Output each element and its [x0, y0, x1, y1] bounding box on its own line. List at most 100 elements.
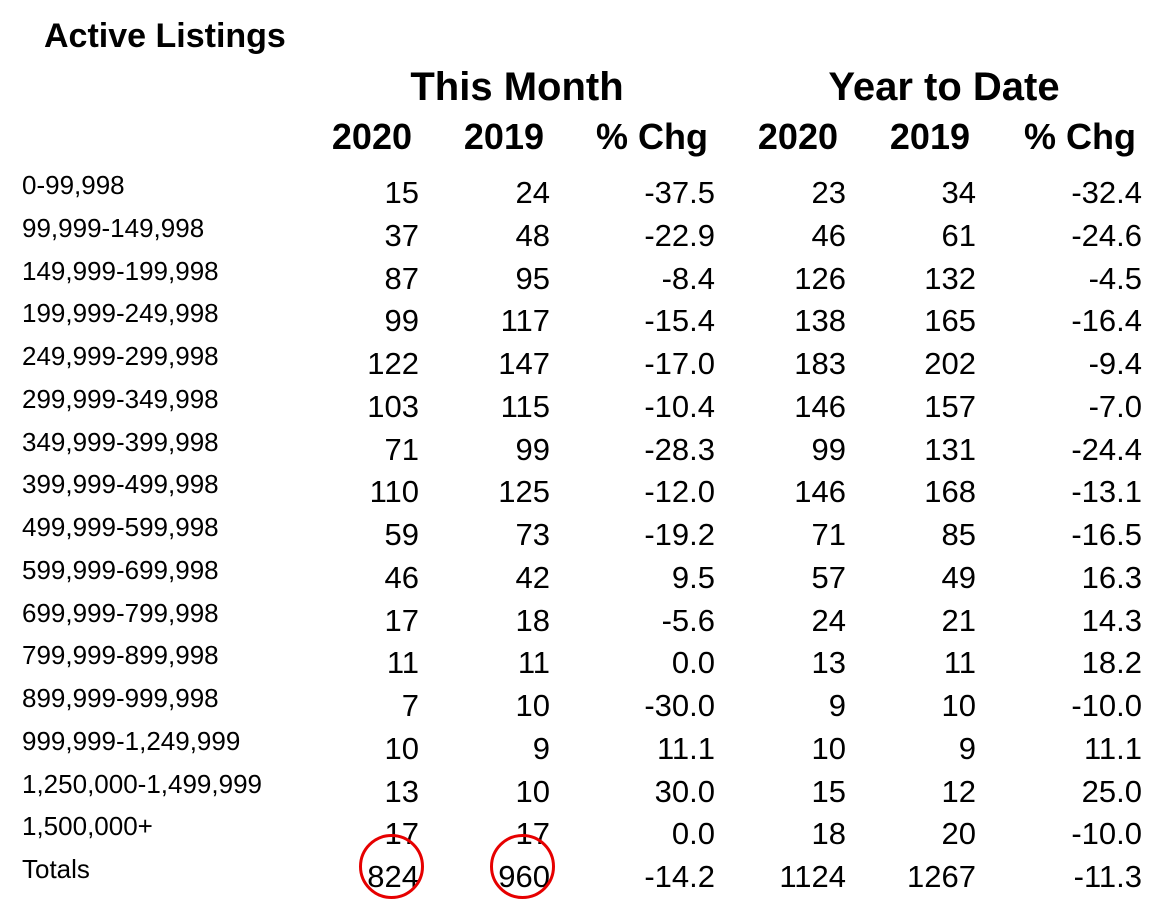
cell-ytd-2020: 23 [811, 175, 846, 210]
cell-month-2020: 17 [384, 816, 419, 852]
price-range-label: Totals [22, 854, 90, 884]
cell-month-2020: 99 [384, 303, 419, 339]
page-title: Active Listings [44, 17, 286, 55]
cell-month-pct-chg: -37.5 [644, 175, 715, 210]
cell-month-2020: 87 [384, 260, 419, 296]
cell-month-2020: 15 [384, 175, 419, 210]
cell-ytd-2019: 131 [924, 431, 976, 467]
cell-ytd-pct-chg: -7.0 [1088, 388, 1142, 424]
table-row: Totals 824 960 -14.2 1124 1267 -11.3 [0, 854, 1164, 897]
table-row: 199,999-249,998 99 117 -15.4 138 165 -16.4 [0, 298, 1164, 341]
group-header-year-to-date: Year to Date [828, 65, 1060, 109]
table-row: 1,500,000+ 17 17 0.0 18 20 -10.0 [0, 811, 1164, 854]
cell-month-pct-chg: 0.0 [671, 816, 715, 852]
cell-month-2020: 37 [384, 217, 419, 253]
cell-ytd-2020: 15 [811, 773, 846, 809]
cell-ytd-pct-chg: -16.4 [1071, 303, 1142, 339]
cell-month-2020: 71 [384, 431, 419, 467]
table-row: 899,999-999,998 7 10 -30.0 9 10 -10.0 [0, 683, 1164, 726]
cell-month-pct-chg: 9.5 [671, 559, 715, 595]
cell-month-2019: 18 [515, 602, 550, 638]
col-header-ytd-pct-chg: % Chg [1024, 116, 1136, 157]
cell-ytd-2019: 157 [924, 388, 976, 424]
cell-month-2020: 46 [384, 559, 419, 595]
cell-month-2019: 42 [515, 559, 550, 595]
cell-ytd-2020: 24 [811, 602, 846, 638]
cell-ytd-2019: 34 [941, 175, 976, 210]
cell-ytd-2020: 146 [794, 474, 846, 510]
table-row: 1,250,000-1,499,999 13 10 30.0 15 12 25.0 [0, 769, 1164, 812]
cell-month-2019: 115 [500, 388, 550, 424]
price-range-label: 199,999-249,998 [22, 298, 219, 329]
col-header-ytd-2020: 2020 [757, 116, 838, 157]
cell-month-pct-chg: -28.3 [644, 431, 715, 467]
cell-ytd-pct-chg: -4.5 [1088, 260, 1142, 296]
cell-month-pct-chg: 0.0 [671, 645, 715, 681]
cell-ytd-2020: 13 [811, 645, 846, 681]
cell-month-2020: 13 [384, 773, 419, 809]
cell-ytd-2020: 183 [794, 346, 846, 381]
cell-month-pct-chg: -14.2 [644, 859, 715, 894]
cell-month-2019: 99 [515, 431, 550, 467]
table-row: 799,999-899,998 11 11 0.0 13 11 18.2 [0, 640, 1164, 683]
price-range-label: 499,999-599,998 [22, 512, 219, 542]
cell-month-pct-chg: -10.4 [644, 388, 715, 424]
cell-ytd-pct-chg: 11.1 [1083, 730, 1142, 766]
price-range-label: 349,999-399,998 [22, 426, 219, 457]
group-header-this-month: This Month [410, 65, 624, 109]
cell-month-2020: 824 [367, 859, 419, 894]
cell-ytd-2020: 126 [794, 260, 846, 296]
cell-month-pct-chg: -30.0 [644, 688, 715, 723]
cell-month-2020: 7 [401, 688, 419, 723]
cell-month-2019: 10 [515, 688, 550, 723]
cell-month-pct-chg: -15.4 [644, 303, 715, 339]
cell-ytd-2019: 10 [941, 688, 976, 723]
cell-ytd-2020: 57 [811, 559, 846, 595]
price-range-label: 799,999-899,998 [22, 640, 219, 671]
col-header-month-2020: 2020 [331, 116, 412, 157]
cell-ytd-2019: 85 [941, 517, 976, 552]
cell-ytd-2020: 146 [794, 388, 846, 424]
cell-month-2020: 122 [367, 346, 419, 381]
cell-month-2020: 103 [367, 388, 419, 424]
cell-ytd-2019: 61 [941, 217, 976, 253]
cell-month-2020: 59 [384, 517, 419, 552]
cell-month-2019: 147 [498, 346, 550, 381]
cell-month-2019: 960 [498, 859, 550, 894]
cell-ytd-pct-chg: -24.4 [1071, 431, 1142, 467]
cell-ytd-2019: 20 [941, 816, 976, 852]
price-range-label: 99,999-149,998 [22, 212, 205, 243]
cell-ytd-2019: 202 [924, 346, 976, 381]
cell-ytd-pct-chg: 25.0 [1081, 773, 1142, 809]
cell-ytd-pct-chg: -13.1 [1071, 474, 1142, 510]
cell-month-pct-chg: -12.0 [644, 474, 715, 510]
cell-ytd-pct-chg: -10.0 [1071, 688, 1142, 723]
cell-ytd-2019: 21 [941, 602, 976, 638]
price-range-label: 299,999-349,998 [22, 383, 219, 414]
cell-ytd-2020: 46 [811, 217, 846, 253]
cell-ytd-2019: 165 [924, 303, 976, 339]
cell-ytd-pct-chg: -24.6 [1071, 217, 1142, 253]
table-row: 99,999-149,998 37 48 -22.9 46 61 -24.6 [0, 213, 1164, 256]
price-range-label: 899,999-999,998 [22, 683, 219, 713]
cell-ytd-2020: 9 [828, 688, 846, 723]
cell-month-2019: 117 [500, 303, 550, 339]
cell-month-2019: 17 [515, 816, 550, 852]
col-header-ytd-2019: 2019 [889, 116, 970, 157]
cell-ytd-pct-chg: -16.5 [1071, 517, 1142, 552]
cell-month-2020: 110 [369, 474, 419, 510]
cell-month-pct-chg: -19.2 [644, 517, 715, 552]
cell-month-pct-chg: 30.0 [654, 773, 715, 809]
cell-ytd-2019: 12 [941, 773, 976, 809]
cell-ytd-pct-chg: -10.0 [1071, 816, 1142, 852]
price-range-label: 1,500,000+ [22, 811, 153, 842]
cell-ytd-2019: 49 [941, 559, 976, 595]
cell-month-pct-chg: -5.6 [661, 602, 715, 638]
cell-ytd-2019: 168 [924, 474, 976, 510]
cell-ytd-pct-chg: 16.3 [1081, 559, 1142, 595]
price-range-label: 1,250,000-1,499,999 [22, 768, 262, 799]
cell-ytd-2019: 11 [943, 645, 976, 681]
cell-month-2019: 95 [515, 260, 550, 296]
price-range-label: 399,999-499,998 [22, 469, 219, 500]
